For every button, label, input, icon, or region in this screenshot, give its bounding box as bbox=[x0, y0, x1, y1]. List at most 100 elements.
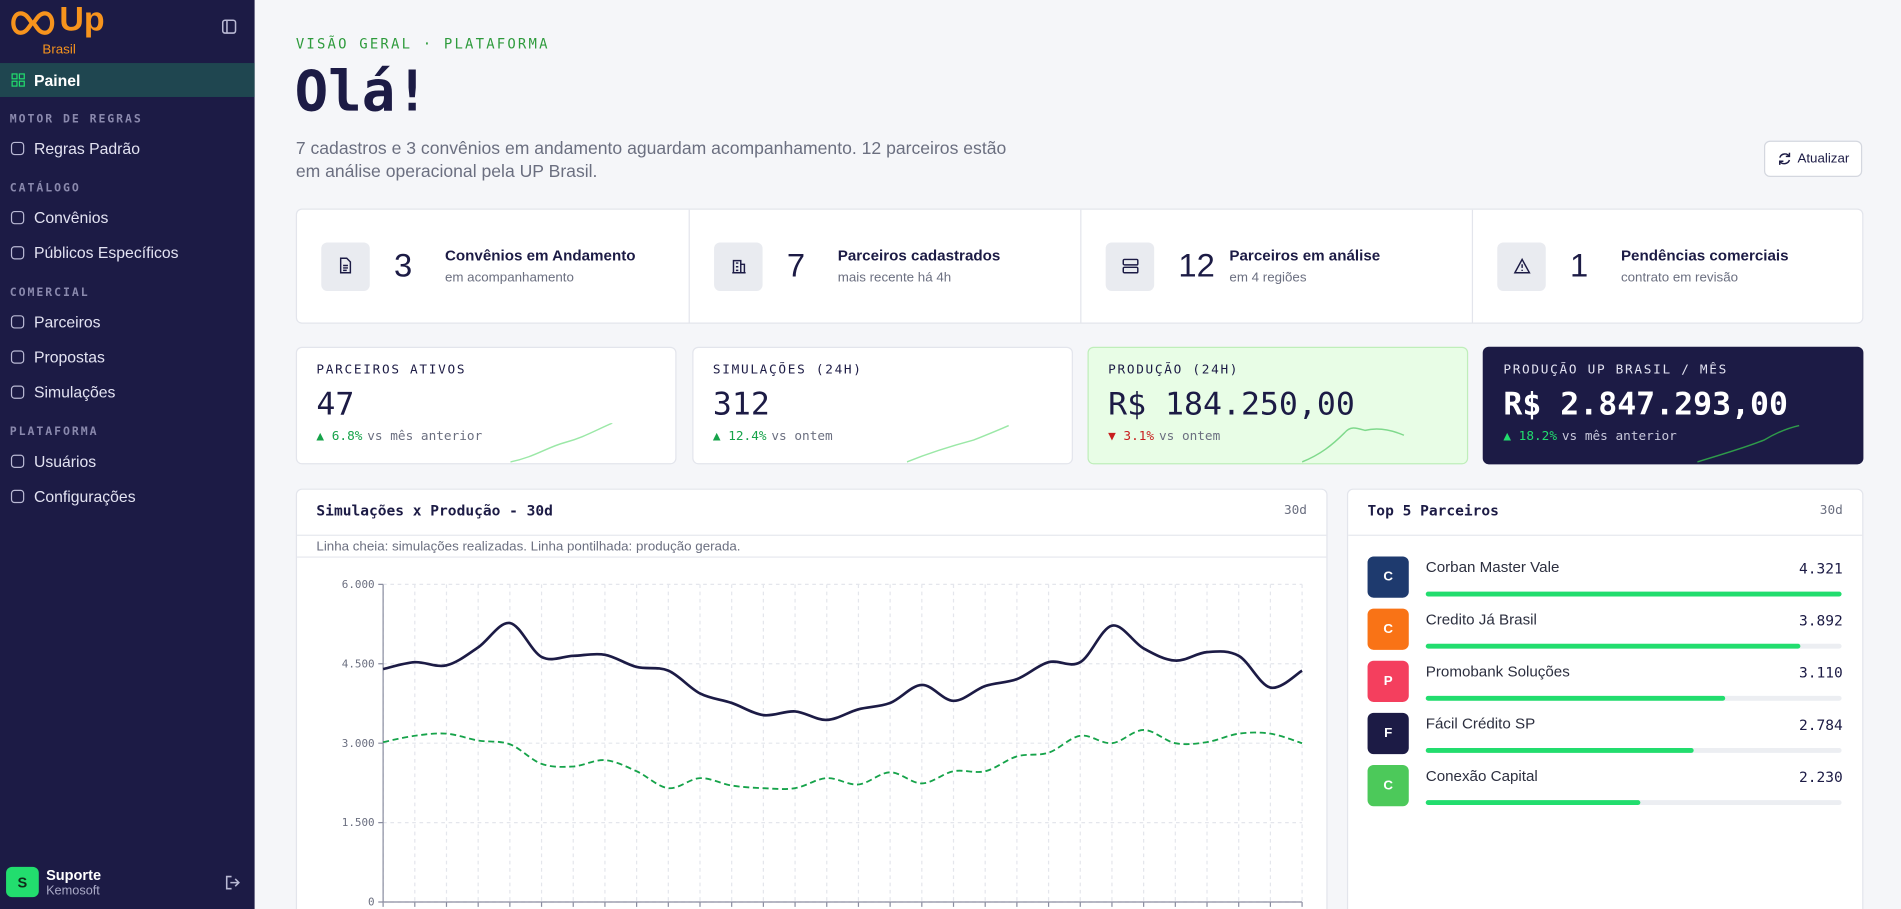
partner-bar bbox=[1425, 748, 1694, 753]
nav-label: Públicos Específicos bbox=[33, 243, 179, 262]
top-partners-card: Top 5 Parceiros 30d C Corban Master Vale 4… bbox=[1346, 488, 1864, 909]
refresh-label: Atualizar bbox=[1797, 151, 1850, 167]
kpi-comparison: vs ontem bbox=[1158, 429, 1221, 444]
nav-icon bbox=[10, 246, 25, 260]
nav-label: Propostas bbox=[33, 347, 105, 367]
partner-avatar: P bbox=[1367, 660, 1409, 702]
kpi-change: ▲ 12.4% vs ontem bbox=[713, 429, 833, 444]
partner-name: Fácil Crédito SP bbox=[1425, 715, 1536, 733]
sparkline bbox=[906, 424, 1009, 463]
nav-item[interactable]: Simulações bbox=[0, 375, 255, 410]
nav-item[interactable]: Públicos Específicos bbox=[0, 235, 255, 270]
kpi-change: ▲ 6.8% vs mês anterior bbox=[316, 429, 482, 444]
nav-label: Convênios bbox=[33, 208, 109, 227]
nav-label: Configurações bbox=[33, 487, 136, 506]
page-description: 7 cadastros e 3 convênios em andamento a… bbox=[295, 139, 1007, 182]
partner-bar-track bbox=[1425, 748, 1842, 753]
stat-text: Parceiros em análise em 4 regiões bbox=[1229, 247, 1380, 285]
kpi-value: R$ 184.250,00 bbox=[1108, 386, 1355, 424]
y-tick-label: 6.000 bbox=[342, 578, 375, 591]
divider bbox=[297, 534, 1327, 536]
nav-label: Usuários bbox=[33, 452, 97, 471]
kpi-delta: ▼ 3.1% bbox=[1108, 429, 1155, 444]
kpi-comparison: vs ontem bbox=[771, 429, 833, 444]
stat-title: Convênios em Andamento bbox=[444, 247, 636, 265]
nav-label: Regras Padrão bbox=[33, 139, 140, 158]
stat-title: Parceiros cadastrados bbox=[837, 247, 1001, 265]
stat-cell: 3 Convênios em Andamento em acompanhamento bbox=[297, 210, 689, 323]
top-partners-title: Top 5 Parceiros bbox=[1367, 501, 1499, 519]
icon-glyph bbox=[1513, 257, 1531, 274]
kpi-card: PRODUÇÃO UP BRASIL / MÊS R$ 2.847.293,00 ▲… bbox=[1482, 346, 1864, 465]
stat-cell: 7 Parceiros cadastrados mais recente há 4h bbox=[688, 209, 1081, 323]
stat-text: Pendências comerciais contrato em revisão bbox=[1621, 247, 1789, 285]
partner-avatar: F bbox=[1367, 712, 1409, 755]
nav-label: Painel bbox=[33, 70, 81, 90]
partner-avatar: C bbox=[1367, 765, 1409, 807]
series-line bbox=[382, 729, 1303, 790]
stat-subtitle: em 4 regiões bbox=[1229, 270, 1307, 285]
partner-bar-track bbox=[1425, 695, 1842, 701]
kpi-value: 312 bbox=[712, 386, 770, 424]
partner-bar-track bbox=[1425, 800, 1842, 806]
logout-button[interactable] bbox=[225, 875, 241, 890]
stat-icon bbox=[1105, 241, 1155, 291]
nav-item[interactable]: Propostas bbox=[0, 339, 255, 374]
nav-item[interactable]: Parceiros bbox=[0, 304, 255, 339]
nav-item[interactable]: Convênios bbox=[0, 200, 255, 235]
partner-value: 2.230 bbox=[1799, 768, 1843, 786]
stat-text: Convênios em Andamento em acompanhamento bbox=[445, 247, 636, 285]
nav-heading: PLATAFORMA bbox=[9, 425, 99, 439]
icon-glyph bbox=[731, 259, 746, 274]
y-tick-label: 3.000 bbox=[342, 737, 375, 750]
nav-label: Simulações bbox=[33, 383, 116, 402]
kpi-label: PRODUÇÃO (24H) bbox=[1108, 362, 1240, 378]
user-name: Suporte bbox=[46, 866, 102, 884]
stat-subtitle: contrato em revisão bbox=[1620, 270, 1739, 285]
y-tick-label: 4.500 bbox=[342, 657, 375, 670]
nav-item[interactable]: Configurações bbox=[0, 479, 255, 514]
nav-icon bbox=[10, 210, 25, 225]
nav-heading: MOTOR DE REGRAS bbox=[9, 112, 143, 127]
nav-active[interactable]: Painel bbox=[0, 63, 255, 97]
divider bbox=[1348, 534, 1863, 536]
stat-icon bbox=[714, 241, 763, 291]
partner-bar-track bbox=[1425, 591, 1842, 597]
summary-strip: 3 Convênios em Andamento em acompanhamento… bbox=[295, 208, 1864, 324]
kpi-value: R$ 2.847.293,00 bbox=[1503, 386, 1789, 424]
collapse-button[interactable] bbox=[221, 19, 237, 34]
kpi-label: SIMULAÇÕES (24H) bbox=[712, 362, 863, 378]
partner-value: 2.784 bbox=[1799, 716, 1843, 734]
nav-label: Parceiros bbox=[33, 312, 101, 331]
refresh-button[interactable]: Atualizar bbox=[1763, 140, 1863, 178]
nav-item[interactable]: Regras Padrão bbox=[0, 131, 255, 166]
user-org: Kemosoft bbox=[46, 883, 100, 899]
user-avatar: S bbox=[6, 866, 39, 898]
kpi-value: 47 bbox=[316, 386, 355, 424]
chart-period: 30d bbox=[1283, 503, 1307, 518]
y-tick-label: 0 bbox=[368, 896, 375, 909]
partner-bar bbox=[1425, 643, 1801, 649]
nav-icon bbox=[11, 73, 25, 87]
stat-subtitle: mais recente há 4h bbox=[837, 270, 952, 285]
kpi-card: PARCEIROS ATIVOS 47 ▲ 6.8% vs mês anterior bbox=[295, 346, 677, 465]
sparkline bbox=[1302, 427, 1405, 463]
nav-icon bbox=[10, 350, 25, 364]
kicker: VISÃO GERAL · PLATAFORMA bbox=[295, 35, 550, 53]
partner-bar bbox=[1425, 695, 1726, 701]
nav-heading: COMERCIAL bbox=[9, 286, 90, 300]
chart-subtitle: Linha cheia: simulações realizadas. Linh… bbox=[316, 539, 741, 555]
kpi-delta: ▲ 6.8% bbox=[316, 429, 363, 444]
partner-name: Corban Master Vale bbox=[1425, 558, 1560, 576]
nav-item[interactable]: Usuários bbox=[0, 444, 255, 479]
series-line bbox=[382, 621, 1303, 722]
kpi-change: ▼ 3.1% vs ontem bbox=[1108, 429, 1220, 444]
kpi-label: PRODUÇÃO UP BRASIL / MÊS bbox=[1503, 362, 1729, 378]
stat-text: Parceiros cadastrados mais recente há 4h bbox=[838, 247, 1001, 285]
stat-value: 12 bbox=[1178, 247, 1215, 284]
sidebar: Up Brasil Painel MOTOR DE REGRAS Regras P… bbox=[0, 0, 255, 909]
stat-icon bbox=[1497, 241, 1546, 291]
logo-sub: Brasil bbox=[42, 42, 76, 57]
